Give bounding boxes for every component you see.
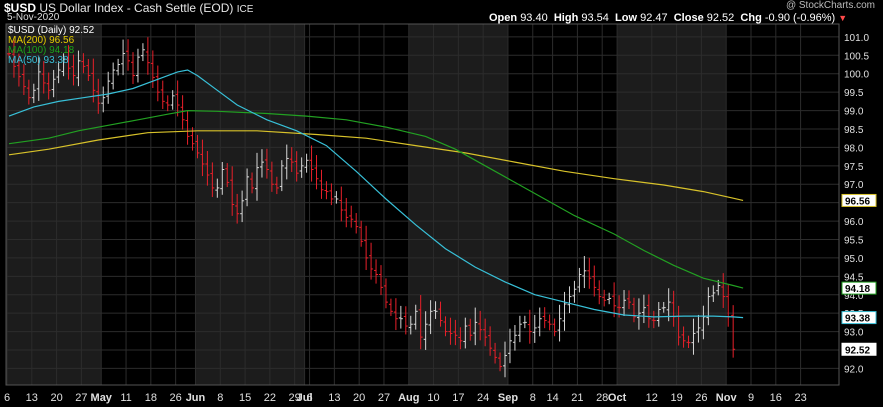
x-tick-label: 14 xyxy=(546,392,558,404)
exchange: ICE xyxy=(236,4,254,15)
x-tick-label: 20 xyxy=(353,392,365,404)
y-tick-label: 93.0 xyxy=(844,328,864,339)
y-tick-label: 92.0 xyxy=(844,364,864,375)
x-tick-label: 15 xyxy=(239,392,251,404)
price-tag xyxy=(841,342,877,356)
x-tick-label: 22 xyxy=(264,392,276,404)
x-tick-label: 19 xyxy=(670,392,682,404)
x-tick-label: 13 xyxy=(26,392,38,404)
x-tick-label: Nov xyxy=(716,392,738,404)
x-tick-label: 10 xyxy=(427,392,439,404)
legend-entry: $USD (Daily) 92.52 xyxy=(8,25,95,36)
price-tag-label: 94.18 xyxy=(845,284,870,295)
y-tick-label: 100.0 xyxy=(844,70,869,81)
x-tick-label: 26 xyxy=(170,392,182,404)
y-tick-label: 97.0 xyxy=(844,180,864,191)
x-tick-label: 13 xyxy=(328,392,340,404)
change-value: -0.90 (-0.96%) xyxy=(764,12,836,24)
change-label: Chg xyxy=(740,12,762,24)
y-tick-label: 95.5 xyxy=(844,235,864,246)
symbol: $USD xyxy=(4,1,37,15)
x-tick-label: 18 xyxy=(145,392,157,404)
x-tick-label: 29 xyxy=(289,392,301,404)
x-tick-label: Jul xyxy=(297,392,313,404)
legend-entry: MA(50) 93.38 xyxy=(8,55,69,66)
month-band xyxy=(617,24,727,385)
x-tick-label: 20 xyxy=(50,392,62,404)
x-tick-label: Aug xyxy=(398,392,419,404)
x-tick-label: 6 xyxy=(4,392,10,404)
x-tick-label: 8 xyxy=(530,392,536,404)
x-tick-label: 11 xyxy=(120,392,131,404)
y-tick-label: 100.5 xyxy=(844,51,869,62)
close-value: 92.52 xyxy=(706,12,735,24)
y-tick-label: 94.0 xyxy=(844,291,864,302)
x-tick-label: 12 xyxy=(646,392,658,404)
x-tick-label: Jun xyxy=(186,392,206,404)
price-tag xyxy=(841,311,877,325)
plot-frame xyxy=(5,23,840,386)
open-label: Open xyxy=(489,12,518,24)
instrument-name: US Dollar Index - Cash Settle (EOD) xyxy=(39,1,234,15)
x-tick-label: 27 xyxy=(378,392,390,404)
watermark: @ StockCharts.com xyxy=(785,0,875,11)
price-tag xyxy=(841,281,877,295)
month-band xyxy=(101,24,196,385)
y-tick-label: 98.5 xyxy=(844,125,864,136)
low-value: 92.47 xyxy=(640,12,668,24)
x-tick-label: 17 xyxy=(452,392,464,404)
x-tick-label: 27 xyxy=(75,392,87,404)
ma50-line xyxy=(8,69,744,319)
down-arrow-icon: ▼ xyxy=(838,13,848,23)
legend-entry: MA(100) 94.18 xyxy=(8,45,75,56)
open-value: 93.40 xyxy=(520,12,548,24)
x-tick-label: 6 xyxy=(306,392,312,404)
chart-date: 5-Nov-2020 xyxy=(7,12,60,23)
price-tag-label: 92.52 xyxy=(845,345,870,356)
legend-entry: MA(200) 96.56 xyxy=(8,35,75,46)
price-tag-label: 93.38 xyxy=(845,314,870,325)
y-tick-label: 99.5 xyxy=(844,88,864,99)
low-label: Low xyxy=(615,12,638,24)
ma100-line xyxy=(8,109,744,289)
y-tick-label: 98.0 xyxy=(844,143,864,154)
month-band xyxy=(726,24,816,385)
chart-title: $USD US Dollar Index - Cash Settle (EOD)… xyxy=(4,1,253,15)
y-tick-label: 101.0 xyxy=(844,33,869,44)
month-band xyxy=(195,24,305,385)
y-tick-label: 99.0 xyxy=(844,107,864,118)
x-tick-label: May xyxy=(91,392,113,404)
price-tag xyxy=(841,193,877,207)
x-tick-label: Oct xyxy=(608,392,627,404)
x-tick-label: Sep xyxy=(498,392,518,404)
price-tag-label: 96.56 xyxy=(845,196,870,207)
high-value: 93.54 xyxy=(581,12,609,24)
month-band xyxy=(304,24,409,385)
x-tick-label: 8 xyxy=(217,392,223,404)
y-tick-label: 97.5 xyxy=(844,162,864,173)
x-tick-label: 16 xyxy=(770,392,782,404)
y-tick-label: 94.5 xyxy=(844,272,864,283)
x-tick-label: 21 xyxy=(571,392,583,404)
ma200-line xyxy=(8,130,744,201)
x-tick-label: 28 xyxy=(596,392,608,404)
x-tick-label: 9 xyxy=(748,392,754,404)
ohlc-bar: Open 93.40 High 93.54 Low 92.47 Close 92… xyxy=(489,12,847,24)
close-label: Close xyxy=(673,12,704,24)
x-tick-label: 23 xyxy=(794,392,806,404)
y-tick-label: 95.0 xyxy=(844,254,864,265)
high-label: High xyxy=(553,12,579,24)
month-band xyxy=(507,24,618,385)
x-tick-label: 26 xyxy=(695,392,707,404)
x-tick-label: 24 xyxy=(477,392,489,404)
y-tick-label: 96.0 xyxy=(844,217,864,228)
